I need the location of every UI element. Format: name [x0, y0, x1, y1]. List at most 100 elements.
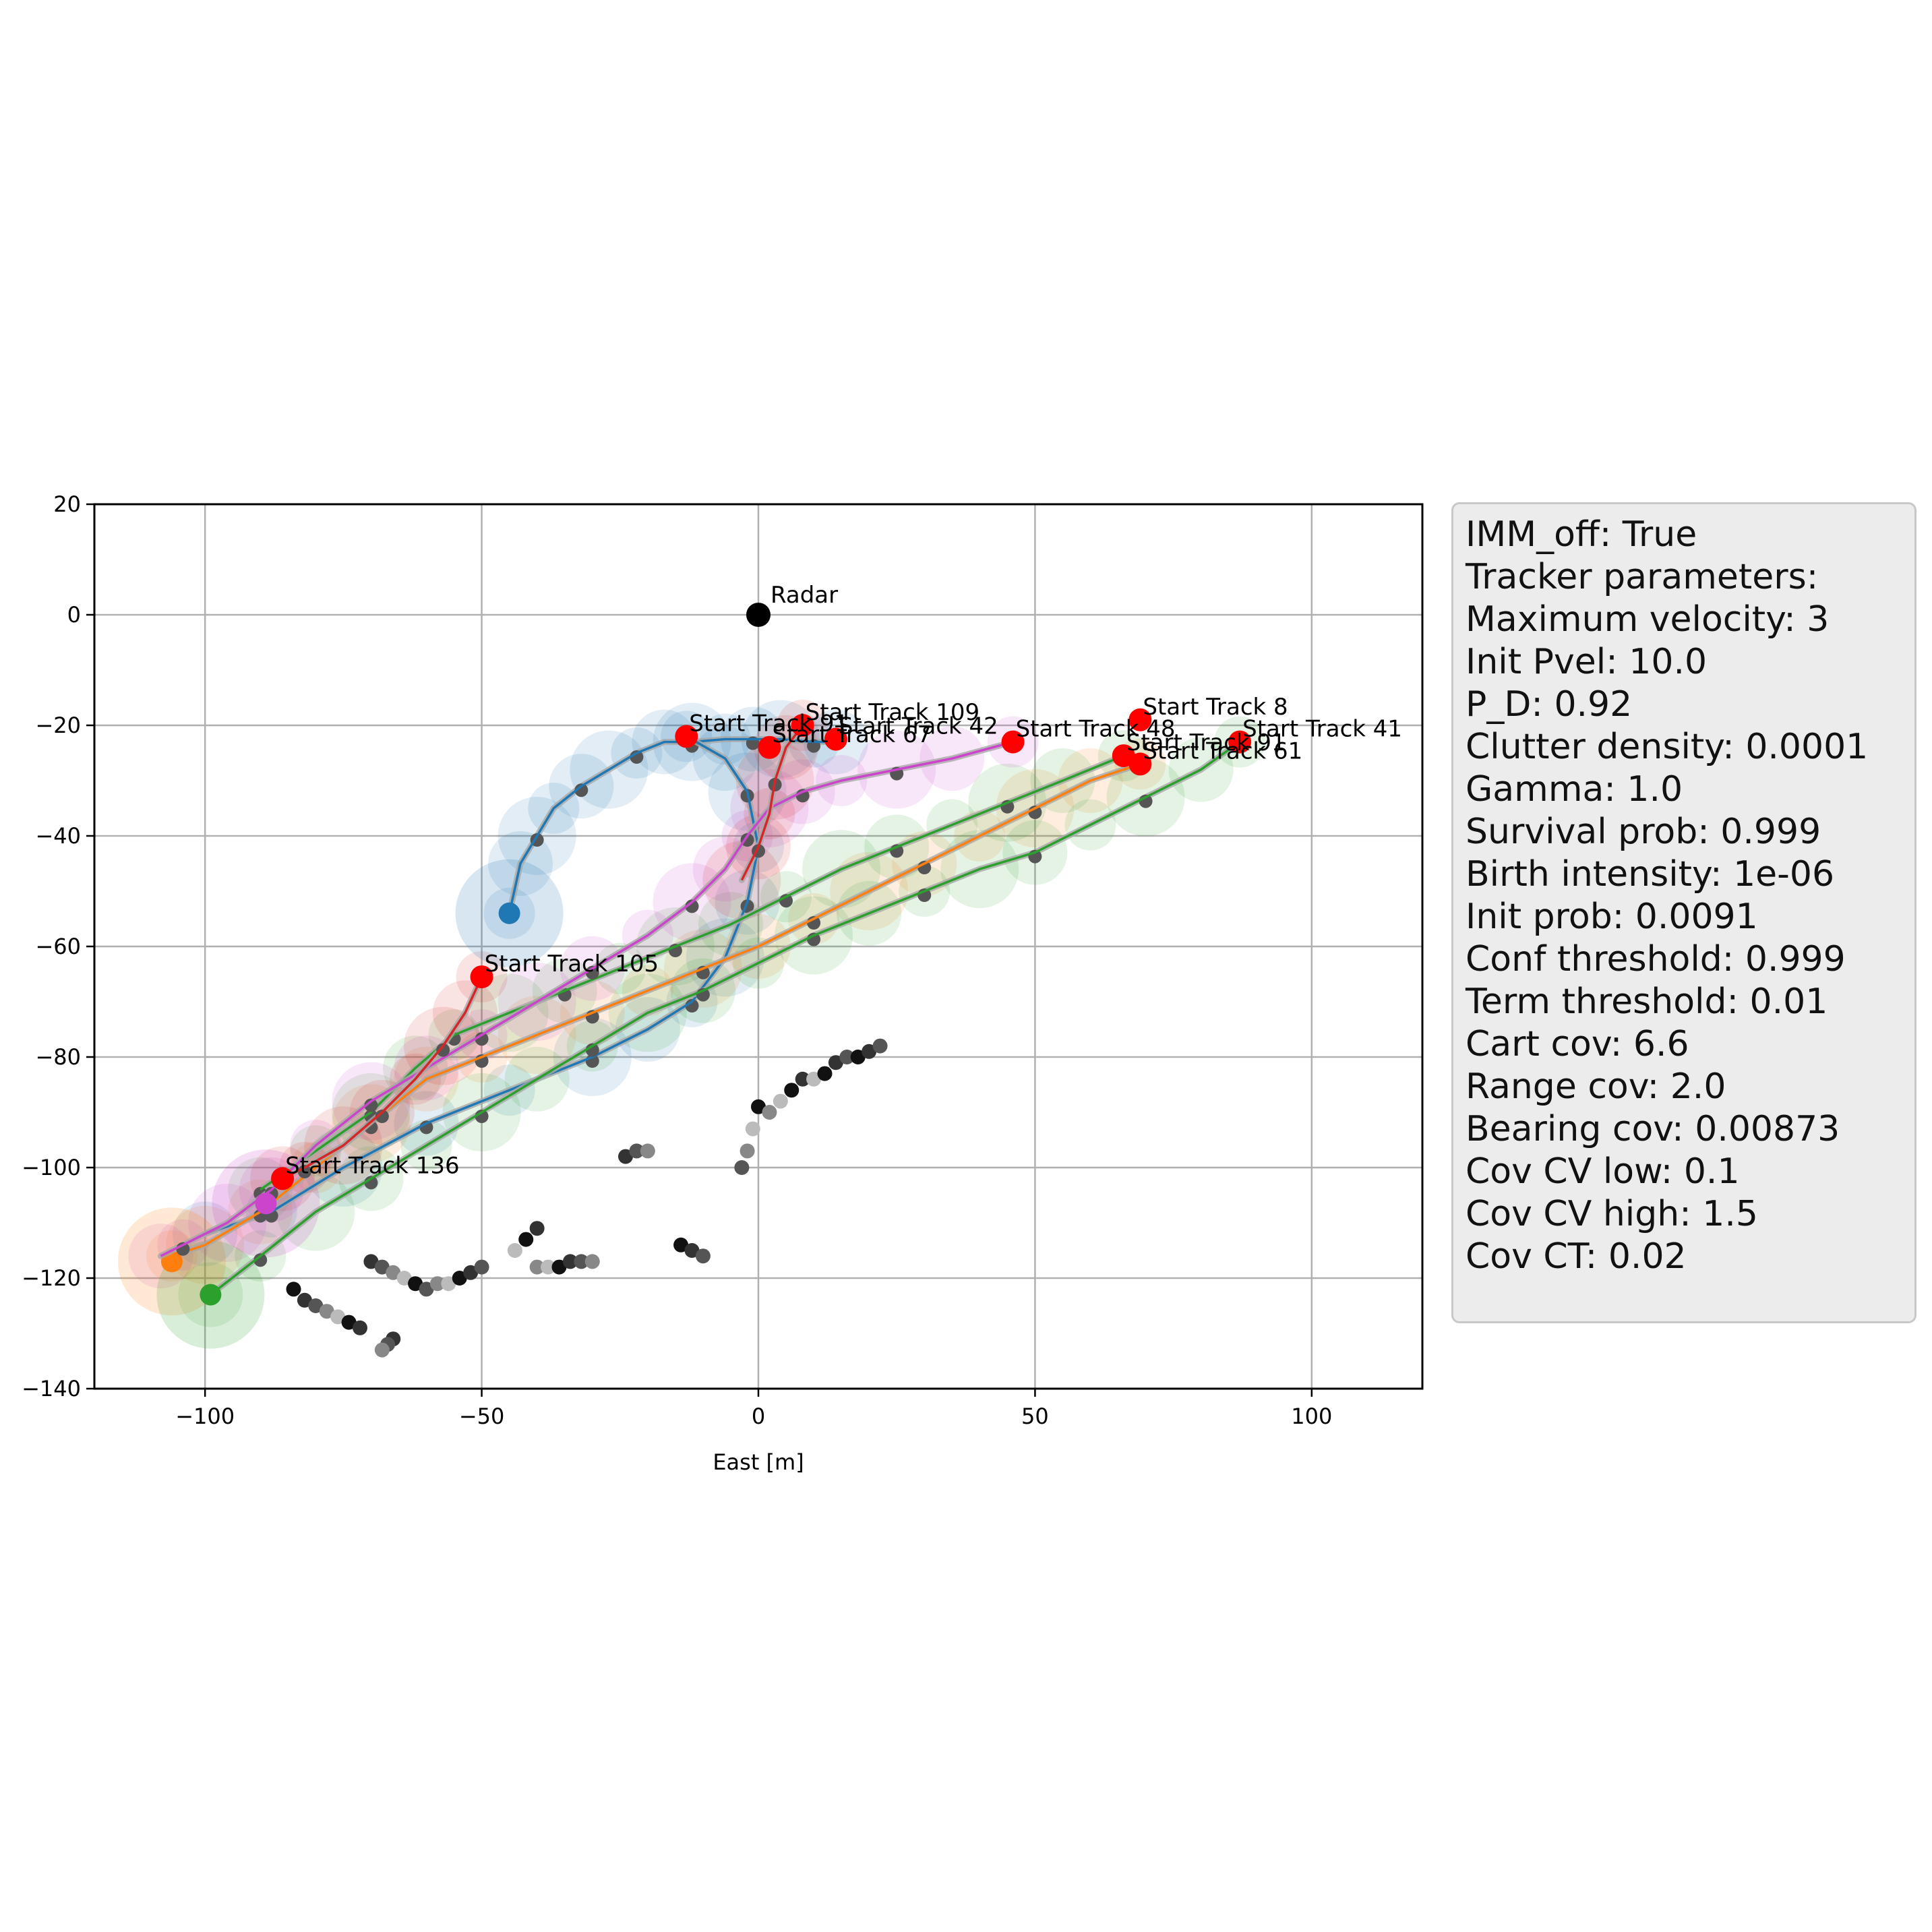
start-track-marker [1228, 730, 1252, 754]
parameter-line: Birth intensity: 1e-06 [1466, 854, 1835, 895]
clutter-point [518, 1232, 534, 1247]
parameter-line: Gamma: 1.0 [1466, 769, 1683, 810]
parameter-line: Bearing cov: 0.00873 [1466, 1109, 1840, 1149]
track-measurement [436, 1043, 450, 1057]
parameter-line: Init Pvel: 10.0 [1466, 642, 1708, 682]
start-track-marker [1128, 752, 1152, 776]
clutter-point [353, 1320, 367, 1335]
clutter-point [297, 1292, 312, 1308]
clutter-point [640, 1143, 655, 1159]
clutter-point [286, 1281, 301, 1297]
parameter-line: Term threshold: 0.01 [1466, 982, 1828, 1022]
track-line [204, 735, 760, 1236]
clutter-point [751, 1099, 766, 1114]
parameter-line: Range cov: 2.0 [1466, 1066, 1726, 1107]
parameter-line: Init prob: 0.0091 [1466, 897, 1758, 937]
parameter-line: Maximum velocity: 3 [1466, 599, 1830, 640]
x-tick-label: 100 [1291, 1403, 1332, 1429]
start-track-label: Start Track 61 [1143, 737, 1302, 764]
tracks [158, 722, 1247, 1306]
track-end-marker [498, 902, 520, 924]
track-measurement [574, 783, 588, 797]
x-tick-label: −100 [175, 1403, 235, 1429]
parameter-line: Survival prob: 0.999 [1466, 812, 1821, 852]
clutter-point [463, 1265, 479, 1280]
parameter-line: IMM_off: True [1466, 514, 1697, 555]
track-measurement [740, 833, 754, 847]
clutter-point [330, 1309, 346, 1325]
clutter-point [673, 1237, 689, 1252]
track-line [740, 724, 804, 881]
parameters-list: IMM_off: True Tracker parameters: Maximum … [1466, 514, 1914, 1278]
x-tick-label: 50 [1021, 1403, 1049, 1429]
start-track-marker [271, 1167, 295, 1190]
clutter-point [584, 1254, 600, 1269]
clutter-point [374, 1259, 390, 1275]
clutter-point [308, 1298, 324, 1313]
start-track-marker [675, 725, 698, 748]
clutter-point [784, 1083, 799, 1098]
start-track-label: Start Track 8 [1143, 694, 1288, 721]
start-track-marker [758, 735, 781, 759]
track-end-marker [200, 1284, 222, 1306]
clutter-point [773, 1093, 788, 1109]
clutter-point [419, 1281, 434, 1297]
clutter-point [862, 1044, 877, 1059]
start-track-label: Start Track 91 [689, 710, 849, 737]
parameter-line: P_D: 0.92 [1466, 684, 1633, 725]
clutter-point [734, 1160, 750, 1175]
track-measurement [375, 1110, 389, 1123]
clutter-point [429, 1276, 445, 1292]
x-tick-label: 0 [752, 1403, 765, 1429]
y-tick-label: −100 [22, 1155, 81, 1180]
clutter-point [574, 1254, 589, 1269]
track-measurement [364, 1098, 378, 1112]
y-tick-label: 20 [53, 491, 81, 517]
clutter-point [319, 1304, 334, 1319]
start-track-marker [1001, 730, 1025, 754]
track-end-marker [255, 1193, 277, 1215]
x-tick-label: −50 [459, 1403, 505, 1429]
y-tick-label: −60 [35, 934, 81, 959]
start-track-label: Start Track 41 [1242, 716, 1402, 743]
start-track-label: Start Track 109 [806, 699, 980, 726]
parameter-line: Cov CV low: 0.1 [1466, 1151, 1740, 1192]
clutter-point [341, 1315, 357, 1330]
start-track-label: Start Track 67 [772, 721, 932, 748]
clutter-point [618, 1149, 633, 1164]
x-axis-label: East [m] [713, 1449, 804, 1475]
start-track-label: Start Track 136 [285, 1152, 460, 1179]
clutter-point [762, 1105, 777, 1120]
start-track-label: Start Track 91 [1126, 729, 1286, 756]
y-tick-label: −120 [22, 1265, 81, 1291]
parameters-box: IMM_off: True Tracker parameters: Maximum … [1451, 502, 1916, 1323]
clutter-point [363, 1254, 379, 1269]
start-track-marker [824, 727, 847, 751]
clutter-point [850, 1050, 866, 1064]
y-tick-label: −140 [22, 1376, 81, 1401]
track-line [210, 741, 1241, 1296]
clutter-measurements [286, 1038, 888, 1358]
parameter-line: Cov CV high: 1.5 [1466, 1194, 1758, 1234]
clutter-point [745, 1121, 760, 1137]
track-measurement [685, 999, 699, 1013]
y-tick-label: −20 [35, 713, 81, 738]
clutter-point [795, 1071, 810, 1087]
y-tick-label: −40 [35, 823, 81, 849]
clutter-point [562, 1254, 578, 1269]
radar-label: Radar [771, 582, 838, 609]
clutter-point [541, 1259, 556, 1275]
start-track-label: Start Track 42 [839, 713, 998, 740]
clutter-point [529, 1259, 545, 1275]
clutter-point [386, 1265, 401, 1280]
clutter-point [529, 1221, 545, 1236]
clutter-point [396, 1271, 412, 1286]
clutter-point [551, 1259, 567, 1275]
clutter-point [452, 1271, 467, 1286]
clutter-point [806, 1071, 822, 1087]
parameter-line: Cart cov: 6.6 [1466, 1024, 1689, 1064]
track-line [282, 976, 483, 1180]
clutter-point [695, 1248, 711, 1264]
track-line [171, 762, 1141, 1257]
